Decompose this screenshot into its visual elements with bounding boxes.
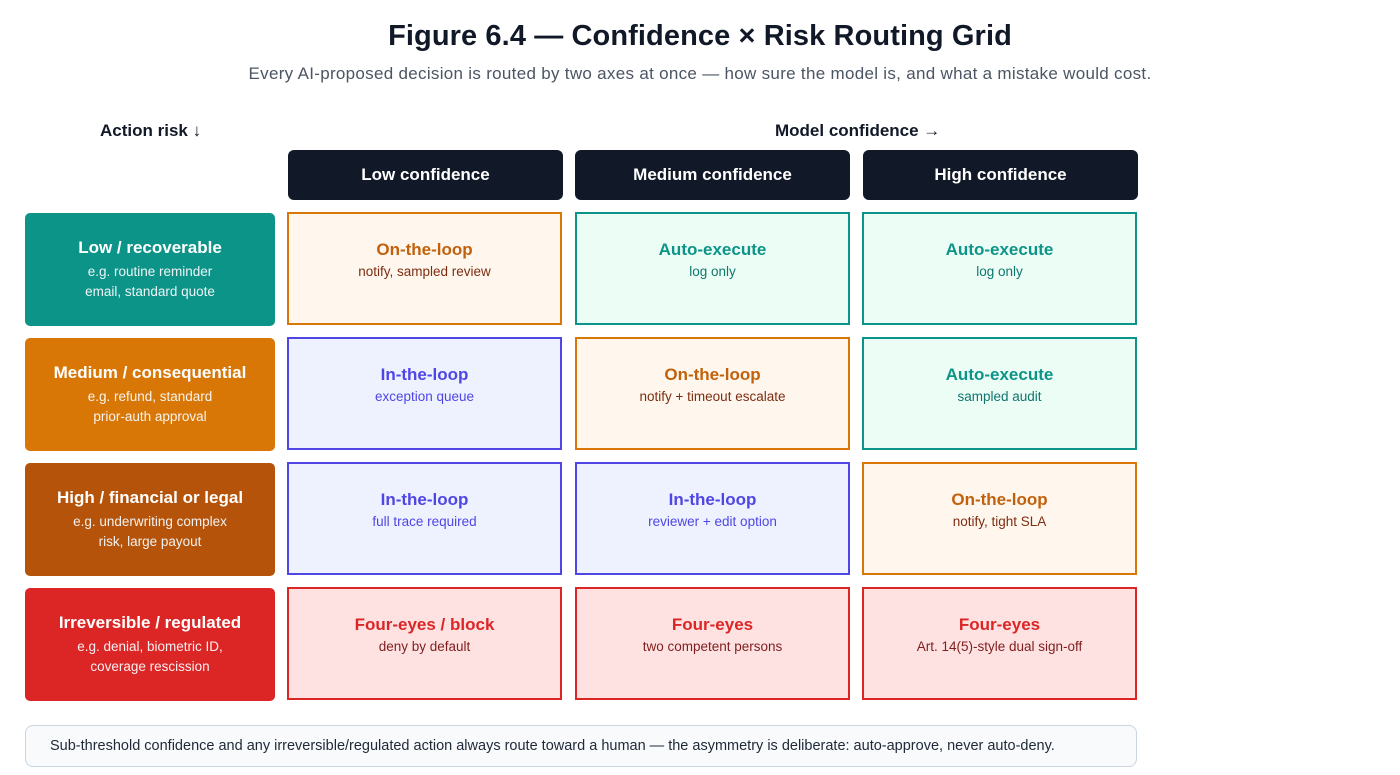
cell-high-risk-medium-confidence: In-the-loop reviewer + edit option — [575, 462, 850, 575]
row-label-example-line: email, standard quote — [85, 283, 215, 299]
cell-medium-risk-high-confidence: Auto-execute sampled audit — [862, 337, 1137, 450]
cell-routing-detail: notify, tight SLA — [952, 514, 1047, 529]
risk-axis-label: Action risk ↓ — [100, 121, 202, 140]
cell-high-risk-low-confidence: In-the-loop full trace required — [287, 462, 562, 575]
cell-routing-mode: On-the-loop — [951, 490, 1048, 509]
cell-routing-mode: Four-eyes — [671, 615, 754, 634]
column-header-medium-confidence: Medium confidence — [575, 150, 850, 200]
cell-irreversible-high-confidence: Four-eyes Art. 14(5)-style dual sign-off — [862, 587, 1137, 700]
cell-routing-detail: deny by default — [378, 639, 471, 654]
row-label-medium-consequential: Medium / consequential e.g. refund, stan… — [25, 338, 275, 451]
row-label-title: Medium / consequential — [53, 362, 247, 382]
cell-routing-mode: In-the-loop — [668, 490, 757, 509]
cell-routing-mode: In-the-loop — [380, 365, 469, 384]
cell-routing-mode: Four-eyes / block — [354, 615, 495, 634]
row-label-low-recoverable: Low / recoverable e.g. routine reminder … — [25, 213, 275, 326]
cell-routing-detail: notify, sampled review — [358, 264, 491, 279]
cell-routing-detail: notify + timeout escalate — [639, 389, 786, 404]
cell-routing-mode: Four-eyes — [958, 615, 1041, 634]
cell-routing-detail: Art. 14(5)-style dual sign-off — [916, 639, 1083, 654]
cell-routing-mode: On-the-loop — [664, 365, 761, 384]
row-label-title: High / financial or legal — [56, 487, 244, 507]
cell-medium-risk-medium-confidence: On-the-loop notify + timeout escalate — [575, 337, 850, 450]
column-header-high-confidence: High confidence — [863, 150, 1138, 200]
confidence-axis-label: Model confidence → — [775, 121, 941, 140]
cell-high-risk-high-confidence: On-the-loop notify, tight SLA — [862, 462, 1137, 575]
row-label-example-line: coverage rescission — [90, 658, 210, 674]
row-label-example-line: e.g. underwriting complex — [73, 513, 227, 529]
row-label-high-financial-legal: High / financial or legal e.g. underwrit… — [25, 463, 275, 576]
cell-medium-risk-low-confidence: In-the-loop exception queue — [287, 337, 562, 450]
cell-routing-mode: On-the-loop — [376, 240, 473, 259]
row-label-title: Irreversible / regulated — [58, 612, 242, 632]
cell-low-risk-medium-confidence: Auto-execute log only — [575, 212, 850, 325]
cell-routing-detail: two competent persons — [642, 639, 783, 654]
row-label-irreversible-regulated: Irreversible / regulated e.g. denial, bi… — [25, 588, 275, 701]
figure-subtitle: Every AI-proposed decision is routed by … — [248, 64, 1152, 83]
cell-routing-detail: log only — [976, 264, 1023, 279]
cell-routing-detail: full trace required — [372, 514, 477, 529]
cell-routing-detail: log only — [689, 264, 736, 279]
row-label-example-line: e.g. denial, biometric ID, — [77, 638, 223, 654]
row-label-example-line: risk, large payout — [98, 533, 202, 549]
row-label-example-line: prior-auth approval — [93, 408, 207, 424]
cell-routing-mode: Auto-execute — [945, 240, 1054, 259]
cell-irreversible-medium-confidence: Four-eyes two competent persons — [575, 587, 850, 700]
cell-routing-mode: Auto-execute — [658, 240, 767, 259]
footnote: Sub-threshold confidence and any irrever… — [25, 725, 1137, 767]
cell-low-risk-high-confidence: Auto-execute log only — [862, 212, 1137, 325]
cell-routing-mode: In-the-loop — [380, 490, 469, 509]
row-label-example-line: e.g. routine reminder — [87, 263, 213, 279]
cell-low-risk-low-confidence: On-the-loop notify, sampled review — [287, 212, 562, 325]
figure-title: Figure 6.4 — Confidence × Risk Routing G… — [388, 20, 1012, 52]
cell-irreversible-low-confidence: Four-eyes / block deny by default — [287, 587, 562, 700]
cell-routing-detail: reviewer + edit option — [648, 514, 777, 529]
cell-routing-mode: Auto-execute — [945, 365, 1054, 384]
row-label-title: Low / recoverable — [78, 237, 222, 257]
column-header-low-confidence: Low confidence — [288, 150, 563, 200]
cell-routing-detail: sampled audit — [957, 389, 1042, 404]
row-label-example-line: e.g. refund, standard — [87, 388, 213, 404]
cell-routing-detail: exception queue — [374, 389, 475, 404]
